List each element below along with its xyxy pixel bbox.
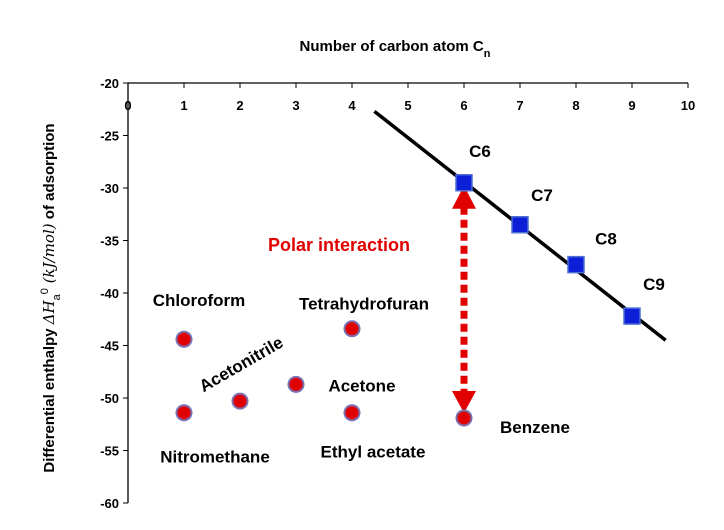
y-tick-label: -35 bbox=[100, 234, 119, 249]
y-tick-label: -40 bbox=[100, 286, 119, 301]
data-label-acetone: Acetone bbox=[328, 376, 395, 395]
data-point-benzene bbox=[455, 409, 473, 427]
x-tick-label: 3 bbox=[292, 98, 299, 113]
y-tick-label: -50 bbox=[100, 391, 119, 406]
polar-interaction-label: Polar interaction bbox=[268, 235, 410, 255]
x-tick-label: 10 bbox=[681, 98, 695, 113]
x-axis-title: Number of carbon atom Cn bbox=[300, 38, 491, 60]
y-tick-label: -60 bbox=[100, 496, 119, 511]
polar-interaction-arrow-group bbox=[452, 185, 476, 413]
data-label-tetrahydrofuran: Tetrahydrofuran bbox=[299, 295, 429, 314]
x-tick-label: 5 bbox=[404, 98, 411, 113]
data-point-acetone bbox=[287, 375, 305, 393]
x-tick-label: 2 bbox=[236, 98, 243, 113]
data-label-chloroform: Chloroform bbox=[153, 291, 246, 310]
data-point-tetrahydrofuran bbox=[343, 320, 361, 338]
y-tick-label: -30 bbox=[100, 181, 119, 196]
data-point-c9 bbox=[623, 307, 641, 325]
data-label-c7: C7 bbox=[531, 186, 553, 205]
data-label-nitromethane: Nitromethane bbox=[160, 448, 270, 467]
data-label-c6: C6 bbox=[469, 142, 491, 161]
data-marks bbox=[175, 174, 641, 427]
x-tick-label: 7 bbox=[516, 98, 523, 113]
x-tick-label: 1 bbox=[180, 98, 187, 113]
data-label-ethyl-acetate: Ethyl acetate bbox=[321, 443, 426, 462]
arrow-head-down bbox=[452, 390, 476, 413]
data-label-c9: C9 bbox=[643, 275, 665, 294]
y-tick-label: -20 bbox=[100, 76, 119, 91]
data-label-benzene: Benzene bbox=[500, 418, 570, 437]
axes: 0 1 2 3 4 5 6 7 8 9 10 -20 -25 -30 -35 -40 -45 -50 -55 -60 bbox=[100, 76, 695, 511]
data-point-c7 bbox=[511, 216, 529, 234]
arrow-head-up bbox=[452, 185, 476, 209]
data-point-ethyl-acetate bbox=[343, 404, 361, 422]
y-tick-label: -25 bbox=[100, 129, 119, 144]
x-tick-label: 4 bbox=[348, 98, 356, 113]
data-point-c8 bbox=[567, 255, 585, 274]
data-label-c8: C8 bbox=[595, 230, 617, 249]
data-point-acetonitrile bbox=[231, 392, 249, 410]
data-point-chloroform bbox=[175, 330, 193, 348]
y-tick-label: -55 bbox=[100, 444, 119, 459]
x-tick-label: 8 bbox=[572, 98, 579, 113]
y-tick-label: -45 bbox=[100, 339, 119, 354]
data-point-nitromethane bbox=[175, 404, 193, 422]
x-tick-label: 6 bbox=[460, 98, 467, 113]
x-tick-label: 0 bbox=[124, 98, 131, 113]
data-point-c6 bbox=[455, 174, 473, 192]
x-tick-label: 9 bbox=[628, 98, 635, 113]
